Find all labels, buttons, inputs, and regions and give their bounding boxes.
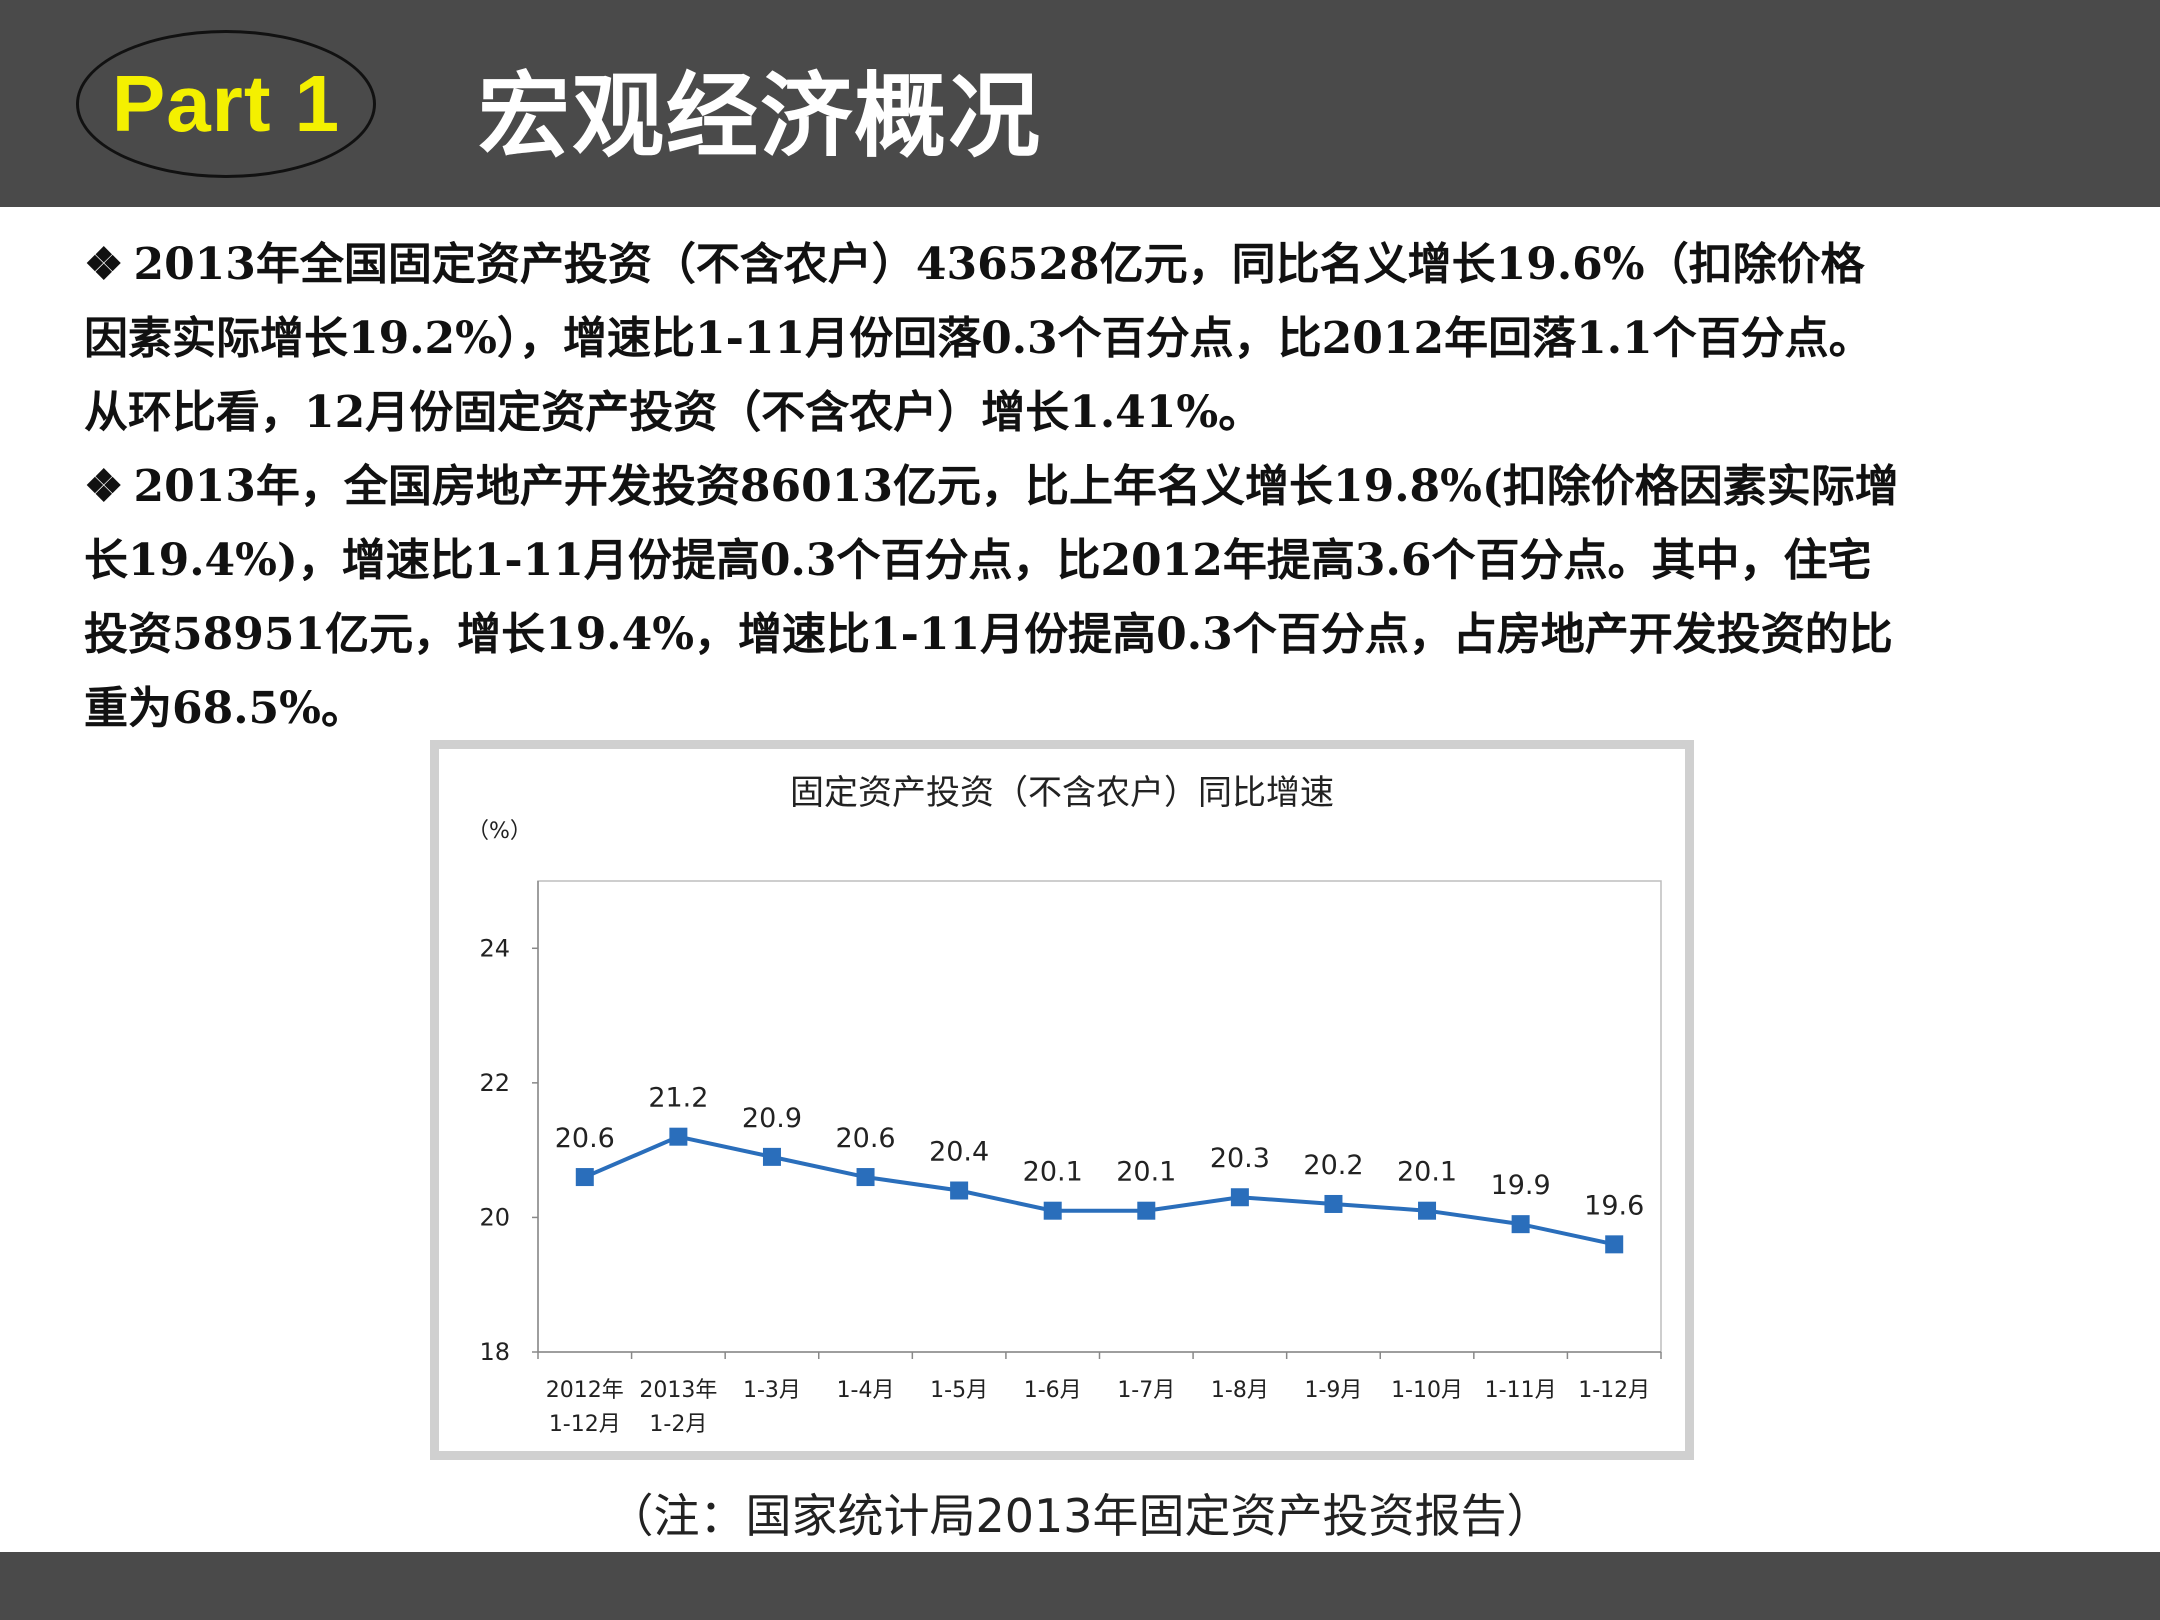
x-tick-label: 1-5月 (930, 1378, 988, 1403)
data-label: 20.9 (742, 1103, 802, 1134)
data-point (669, 1127, 688, 1146)
y-tick-label: 20 (479, 1203, 510, 1231)
x-tick-label: 1-12月 (549, 1412, 621, 1437)
x-tick-label: 1-2月 (649, 1412, 707, 1437)
data-point (1043, 1201, 1062, 1220)
data-point (856, 1168, 875, 1187)
data-label: 20.1 (1116, 1157, 1176, 1188)
y-axis-unit-label: （%） (467, 819, 532, 844)
y-tick-label: 22 (479, 1069, 510, 1097)
plot-area (537, 880, 1662, 1353)
x-tick-label: 1-12月 (1578, 1378, 1650, 1403)
y-tick-label: 24 (479, 934, 510, 962)
paragraph-line: 因素实际增长19.2%），增速比1-11月份回落0.3个百分点，比2012年回落… (84, 313, 1873, 364)
footnote: （注：国家统计局2013年固定资产投资报告） (607, 1489, 1553, 1543)
data-point (1324, 1194, 1343, 1213)
paragraph-line: 重为68.5%。 (84, 683, 365, 734)
paragraph-2: ❖ 2013年，全国房地产开发投资86013亿元，比上年名义增长19.8%(扣除价… (84, 450, 2094, 746)
data-point (1137, 1201, 1156, 1220)
data-label: 20.4 (929, 1137, 989, 1168)
body-text: ❖ 2013年全国固定资产投资（不含农户）436528亿元，同比名义增长19.6%… (84, 228, 2094, 746)
x-tick-label: 1-9月 (1304, 1378, 1362, 1403)
x-tick-label: 1-10月 (1391, 1378, 1463, 1403)
paragraph-1: ❖ 2013年全国固定资产投资（不含农户）436528亿元，同比名义增长19.6%… (84, 228, 2094, 450)
paragraph-line: 投资58951亿元，增长19.4%，增速比1-11月份提高0.3个百分点，占房地… (84, 609, 1893, 660)
data-label: 19.9 (1491, 1170, 1551, 1201)
x-tick-label: 1-11月 (1485, 1378, 1557, 1403)
paragraph-line: 从环比看，12月份固定资产投资（不含农户）增长1.41%。 (84, 387, 1263, 438)
part-badge: Part 1 (76, 30, 376, 178)
chart-title: 固定资产投资（不含农户）同比增速 (790, 773, 1334, 813)
x-tick-label: 1-8月 (1211, 1378, 1269, 1403)
data-point (1230, 1188, 1249, 1207)
header-bar: Part 1 宏观经济概况 (0, 0, 2160, 207)
data-point (575, 1168, 594, 1187)
chart-frame: 固定资产投资（不含农户）同比增速 （%） 18 20 22 24 2012年 1-12月 201… (430, 740, 1694, 1460)
paragraph-line: 2013年全国固定资产投资（不含农户）436528亿元，同比名义增长19.6%（… (133, 239, 1865, 290)
data-label: 20.3 (1210, 1143, 1270, 1174)
diamond-bullet-icon: ❖ (84, 461, 124, 512)
data-label: 20.6 (555, 1123, 615, 1154)
y-tick-label: 18 (479, 1338, 510, 1366)
data-label: 19.6 (1584, 1190, 1644, 1221)
data-label: 20.1 (1023, 1157, 1083, 1188)
x-tick-label: 1-6月 (1024, 1378, 1082, 1403)
x-tick-label: 1-3月 (743, 1378, 801, 1403)
x-tick-label: 2012年 (546, 1378, 624, 1403)
paragraph-line: 长19.4%)，增速比1-11月份提高0.3个百分点，比2012年提高3.6个百… (84, 535, 1872, 586)
data-label: 21.2 (648, 1083, 708, 1114)
series-line (583, 1134, 1615, 1247)
footer-bar (0, 1552, 2160, 1620)
data-point (950, 1181, 969, 1200)
data-label: 20.2 (1303, 1150, 1363, 1181)
data-point (1418, 1201, 1437, 1220)
data-point (1511, 1215, 1530, 1234)
data-point (1605, 1235, 1624, 1254)
x-tick-label: 2013年 (639, 1378, 717, 1403)
data-label: 20.6 (835, 1123, 895, 1154)
line-chart: 固定资产投资（不含农户）同比增速 （%） 18 20 22 24 2012年 1-12月 201… (467, 773, 1662, 1437)
part-label: Part 1 (111, 59, 341, 148)
page-title: 宏观经济概况 (478, 63, 1043, 170)
data-label: 20.1 (1397, 1157, 1457, 1188)
diamond-bullet-icon: ❖ (84, 239, 124, 290)
data-point (762, 1147, 781, 1166)
x-tick-label: 1-7月 (1117, 1378, 1175, 1403)
paragraph-line: 2013年，全国房地产开发投资86013亿元，比上年名义增长19.8%(扣除价格… (133, 461, 1899, 512)
x-tick-label: 1-4月 (837, 1378, 895, 1403)
